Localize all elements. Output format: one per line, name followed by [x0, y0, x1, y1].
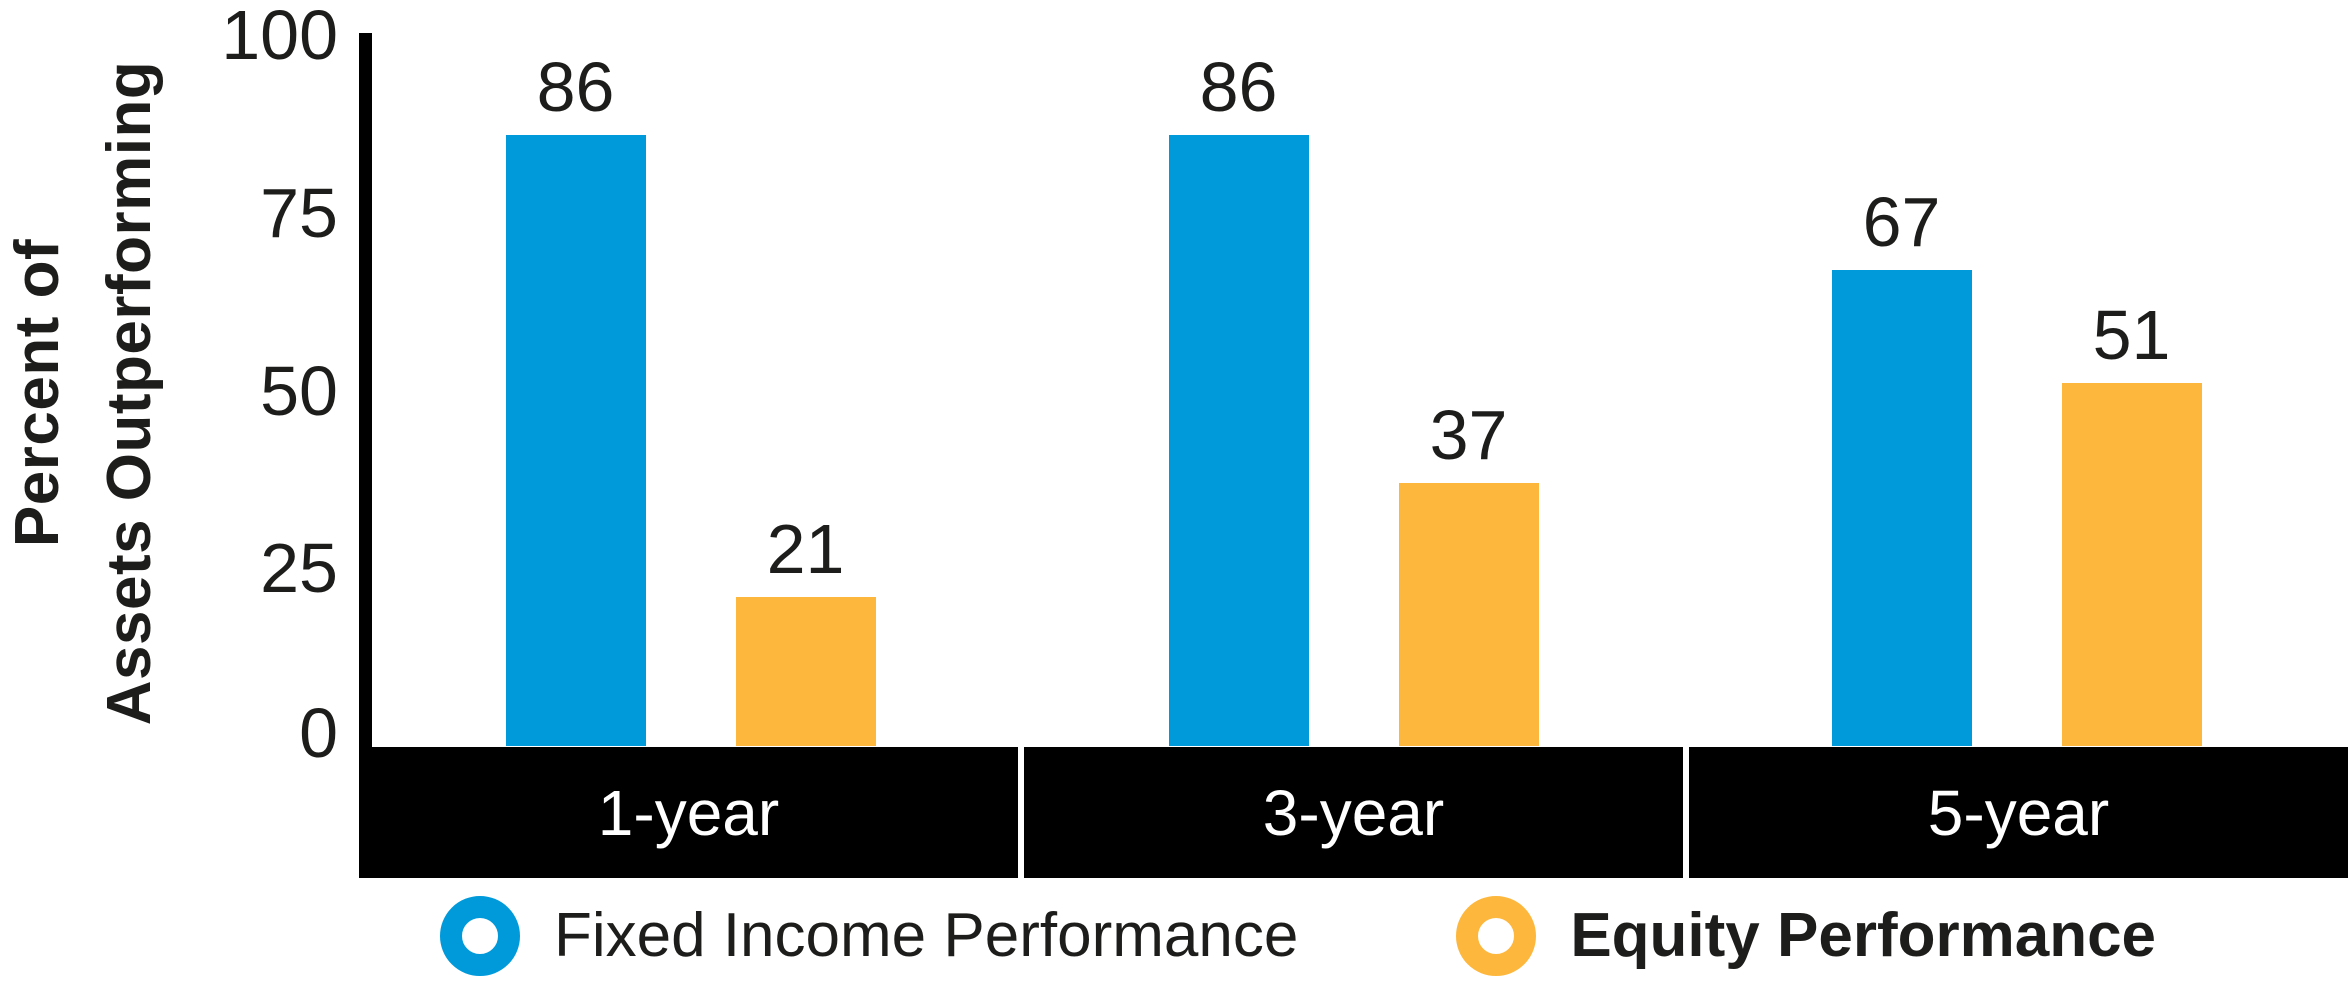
legend-item-equity: Equity Performance	[1456, 896, 2156, 976]
band-section-1-year: 1-year	[359, 747, 1018, 878]
bar-wrap-fixed-income-performance: 86	[1168, 47, 1309, 746]
x-category-label: 5-year	[1927, 776, 2110, 849]
bar-value-label: 86	[1199, 47, 1278, 126]
bar-fixed-income-performance	[505, 134, 646, 746]
bar-group-5-year: 67 51	[1685, 35, 2348, 746]
y-axis-line	[359, 33, 372, 747]
legend: Fixed Income Performance Equity Performa…	[440, 890, 2156, 982]
x-axis-category-band: 1-year 3-year 5-year	[359, 747, 2348, 878]
bar-value-label: 21	[766, 509, 845, 588]
y-tick-label: 0	[299, 694, 338, 772]
bar-group-1-year: 86 21	[359, 35, 1022, 746]
y-tick-label: 50	[260, 351, 338, 430]
x-category-label: 3-year	[1262, 776, 1445, 849]
legend-label-equity: Equity Performance	[1570, 901, 2157, 970]
bar-value-label: 37	[1429, 395, 1508, 474]
y-tick-label: 25	[260, 529, 338, 608]
x-category-label: 1-year	[597, 776, 780, 849]
band-section-5-year: 5-year	[1683, 747, 2348, 878]
bar-value-label: 51	[2092, 296, 2171, 375]
bar-equity-performance	[1398, 482, 1539, 746]
bar-fixed-income-performance	[1831, 269, 1972, 746]
bar-wrap-fixed-income-performance: 86	[505, 47, 646, 746]
plot-area: 86 21 86 37 67 51	[359, 35, 2348, 746]
bar-equity-performance	[735, 596, 876, 746]
band-section-3-year: 3-year	[1018, 747, 1683, 878]
bar-wrap-equity-performance: 21	[735, 509, 876, 746]
y-tick-label: 75	[260, 173, 338, 252]
y-tick-label: 100	[221, 0, 338, 74]
bar-value-label: 67	[1862, 182, 1941, 261]
legend-label-fixed-income: Fixed Income Performance	[554, 901, 1299, 970]
equity-ring-icon	[1456, 896, 1537, 976]
legend-item-fixed-income: Fixed Income Performance	[440, 896, 1298, 976]
bar-wrap-fixed-income-performance: 67	[1831, 182, 1972, 746]
bar-wrap-equity-performance: 37	[1398, 395, 1539, 746]
bar-group-3-year: 86 37	[1022, 35, 1685, 746]
fixed-income-ring-icon	[440, 896, 520, 976]
bar-fixed-income-performance	[1168, 134, 1309, 746]
bar-equity-performance	[2061, 383, 2202, 746]
bar-value-label: 86	[536, 47, 615, 126]
y-axis-title: Percent of Assets Outperforming	[3, 60, 164, 726]
bar-wrap-equity-performance: 51	[2061, 296, 2202, 746]
